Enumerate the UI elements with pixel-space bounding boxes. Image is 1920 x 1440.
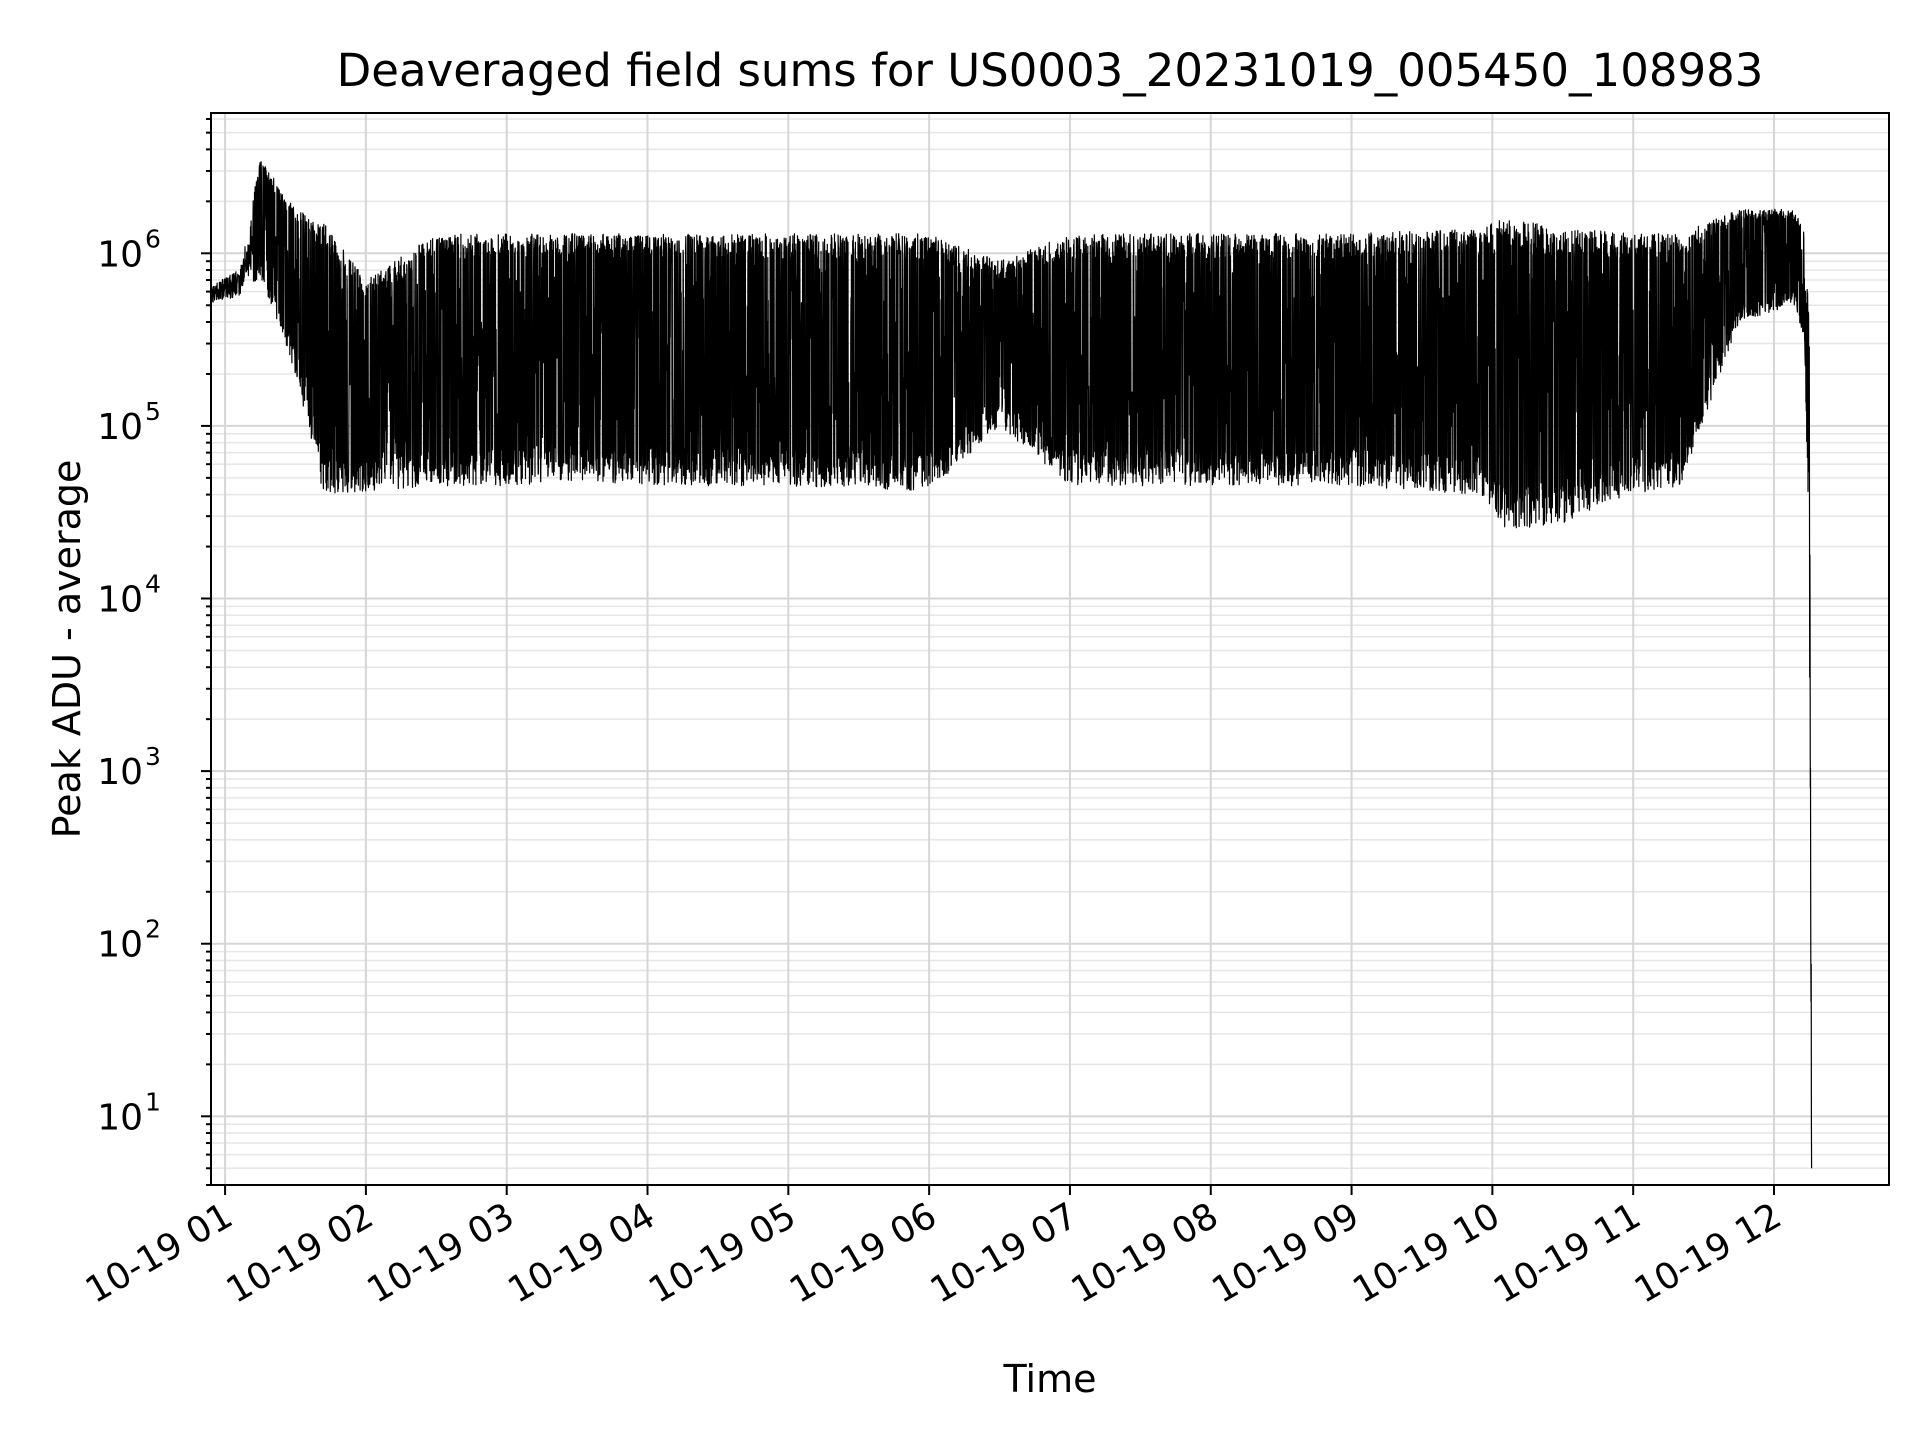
y-tick-exponent: 2 xyxy=(145,915,161,944)
y-axis-label: Peak ADU - average xyxy=(45,460,89,839)
y-tick-exponent: 5 xyxy=(145,397,161,426)
plot-frame xyxy=(210,112,1890,1186)
y-tick-label: 10 xyxy=(97,580,143,621)
y-tick-label: 10 xyxy=(97,1097,143,1138)
y-tick-exponent: 4 xyxy=(145,570,161,599)
x-axis-label: Time xyxy=(1003,1357,1097,1401)
chart-title: Deaveraged field sums for US0003_2023101… xyxy=(337,44,1764,97)
y-tick-label: 10 xyxy=(97,234,143,275)
series-line xyxy=(210,161,1813,1169)
y-tick-exponent: 1 xyxy=(145,1087,161,1116)
y-tick-label: 10 xyxy=(97,407,143,448)
y-tick-label: 10 xyxy=(97,752,143,793)
plot-data xyxy=(210,161,1813,1169)
y-tick-label: 10 xyxy=(97,925,143,966)
y-tick-exponent: 6 xyxy=(145,224,161,253)
y-tick-exponent: 3 xyxy=(145,742,161,771)
